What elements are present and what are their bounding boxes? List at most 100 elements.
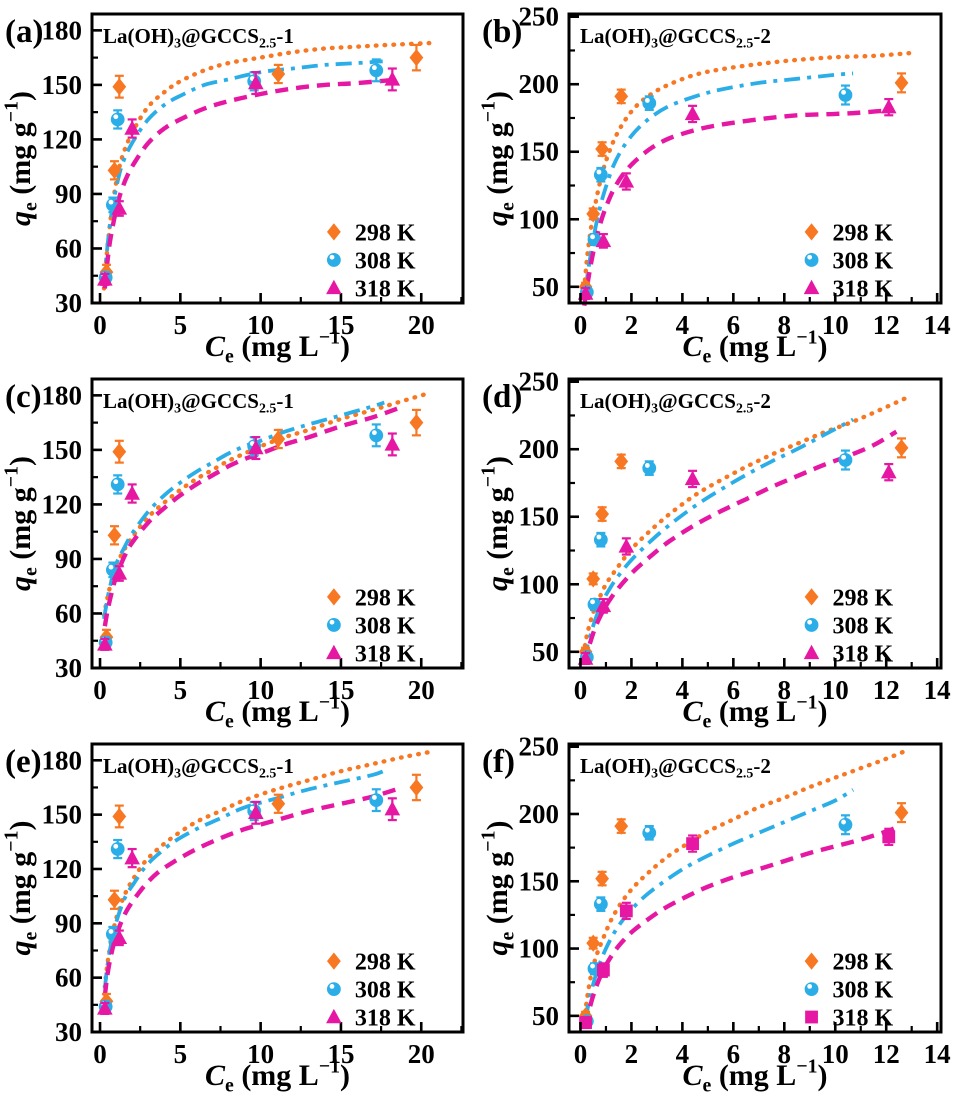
data-point bbox=[595, 140, 610, 158]
data-point bbox=[369, 63, 384, 78]
chart-f: 0 2 4 6 8 10 12 14 50 100 150 200 250 La(OH)3@GCCS2.5… bbox=[477, 730, 955, 1094]
y-axis-label: qe (mg g−1) bbox=[477, 821, 518, 956]
y-tick-label: 150 bbox=[519, 137, 560, 167]
y-axis-label: qe (mg g−1) bbox=[477, 91, 518, 226]
legend-item: 308 K bbox=[326, 978, 416, 1004]
data-point bbox=[248, 804, 264, 820]
diamond-marker bbox=[107, 161, 122, 179]
data-point bbox=[838, 88, 853, 102]
circle-marker-highlight bbox=[644, 827, 650, 833]
x-tick-label: 0 bbox=[574, 310, 588, 340]
circle-marker bbox=[838, 88, 853, 102]
diamond-marker bbox=[586, 934, 601, 952]
x-axis-label: Ce (mg L−1) bbox=[205, 691, 350, 730]
x-axis: 0 5 10 15 20 bbox=[93, 658, 463, 705]
square-marker bbox=[686, 837, 699, 850]
y-tick-label: 50 bbox=[532, 637, 559, 667]
triangle-marker bbox=[803, 644, 820, 660]
circle-marker bbox=[326, 253, 341, 267]
legend-label: 308 K bbox=[355, 613, 416, 639]
circle-marker bbox=[369, 793, 384, 808]
x-tick-label: 10 bbox=[247, 1039, 274, 1069]
chart-b: 0 2 4 6 8 10 12 14 50 100 150 200 250 La(OH)3@GCCS2.5… bbox=[477, 0, 955, 365]
circle-marker-highlight bbox=[596, 534, 602, 540]
data-series-298k bbox=[578, 72, 909, 296]
chart-title: La(OH)3@GCCS2.5-2 bbox=[580, 754, 771, 781]
chart-title: La(OH)3@GCCS2.5-1 bbox=[103, 754, 294, 781]
data-point bbox=[614, 87, 629, 105]
data-point bbox=[894, 74, 909, 92]
legend-item: 318 K bbox=[803, 641, 894, 667]
data-point bbox=[618, 173, 635, 188]
diamond-marker bbox=[614, 87, 629, 105]
y-axis: 30 60 90 120 150 180 bbox=[42, 380, 102, 683]
plot-frame bbox=[90, 12, 465, 305]
x-tick-label: 12 bbox=[873, 675, 900, 705]
panel-label: (e) bbox=[5, 744, 42, 780]
triangle-marker bbox=[97, 1000, 113, 1015]
data-point bbox=[586, 570, 601, 588]
data-point bbox=[248, 439, 264, 455]
data-point bbox=[107, 526, 122, 544]
data-point bbox=[97, 636, 113, 651]
data-point bbox=[619, 904, 633, 918]
y-axis: 50 100 150 200 250 bbox=[519, 367, 579, 667]
data-point bbox=[111, 200, 128, 215]
data-point bbox=[686, 837, 699, 850]
legend-item: 308 K bbox=[326, 613, 416, 639]
triangle-marker bbox=[248, 74, 264, 90]
data-series-318k bbox=[97, 797, 401, 1015]
x-tick-label: 4 bbox=[676, 675, 690, 705]
x-tick-label: 20 bbox=[408, 1039, 435, 1069]
x-tick-label: 10 bbox=[247, 675, 274, 705]
x-tick-label: 8 bbox=[778, 1039, 792, 1069]
x-tick-label: 12 bbox=[873, 310, 900, 340]
x-axis: 0 5 10 15 20 bbox=[93, 1022, 463, 1069]
plot-frame bbox=[90, 742, 465, 1034]
chart-title: La(OH)3@GCCS2.5-2 bbox=[580, 389, 771, 416]
data-point bbox=[579, 1016, 592, 1029]
panel-label: (c) bbox=[5, 379, 42, 415]
diamond-marker bbox=[614, 817, 629, 835]
legend-item: 318 K bbox=[326, 641, 416, 667]
y-tick-label: 180 bbox=[42, 380, 83, 410]
data-series-318k bbox=[97, 432, 401, 651]
x-tick-label: 0 bbox=[93, 1039, 107, 1069]
triangle-marker bbox=[97, 271, 113, 286]
data-point bbox=[838, 453, 853, 467]
circle-marker bbox=[110, 477, 125, 492]
x-tick-label: 6 bbox=[727, 1039, 741, 1069]
y-axis: 50 100 150 200 250 bbox=[519, 732, 579, 1031]
circle-marker bbox=[369, 63, 384, 78]
data-point bbox=[684, 105, 701, 121]
x-tick-label: 0 bbox=[93, 310, 107, 340]
triangle-marker bbox=[880, 98, 897, 114]
x-axis-label: Ce (mg L−1) bbox=[205, 326, 350, 365]
fit-curve-308k bbox=[582, 71, 854, 301]
legend-item: 308 K bbox=[804, 248, 894, 274]
chart-title: La(OH)3@GCCS2.5-1 bbox=[103, 389, 294, 416]
data-point bbox=[124, 849, 140, 865]
plot-frame bbox=[90, 377, 465, 670]
chart-d: 0 2 4 6 8 10 12 14 50 100 150 200 250 La(OH)3@GCCS2.5… bbox=[477, 365, 955, 730]
circle-marker-highlight bbox=[644, 98, 650, 103]
triangle-marker bbox=[384, 71, 401, 86]
diamond-marker bbox=[326, 223, 341, 241]
square-marker bbox=[882, 830, 896, 844]
diamond-marker bbox=[409, 49, 424, 67]
legend-item: 308 K bbox=[326, 248, 416, 274]
circle-marker bbox=[642, 461, 657, 476]
legend-item: 308 K bbox=[804, 978, 894, 1004]
y-tick-label: 250 bbox=[519, 367, 560, 397]
x-tick-label: 14 bbox=[924, 310, 951, 340]
y-tick-label: 30 bbox=[55, 288, 82, 318]
circle-marker-highlight bbox=[329, 619, 335, 625]
panel-d: 0 2 4 6 8 10 12 14 50 100 150 200 250 La(OH)3@GCCS2.5… bbox=[477, 365, 955, 730]
data-series-318k bbox=[579, 827, 896, 1030]
y-axis-label: qe (mg g−1) bbox=[0, 91, 41, 226]
x-tick-label: 4 bbox=[676, 1039, 690, 1069]
legend-label: 298 K bbox=[833, 220, 894, 246]
circle-marker-highlight bbox=[113, 114, 119, 120]
data-point bbox=[894, 439, 909, 457]
